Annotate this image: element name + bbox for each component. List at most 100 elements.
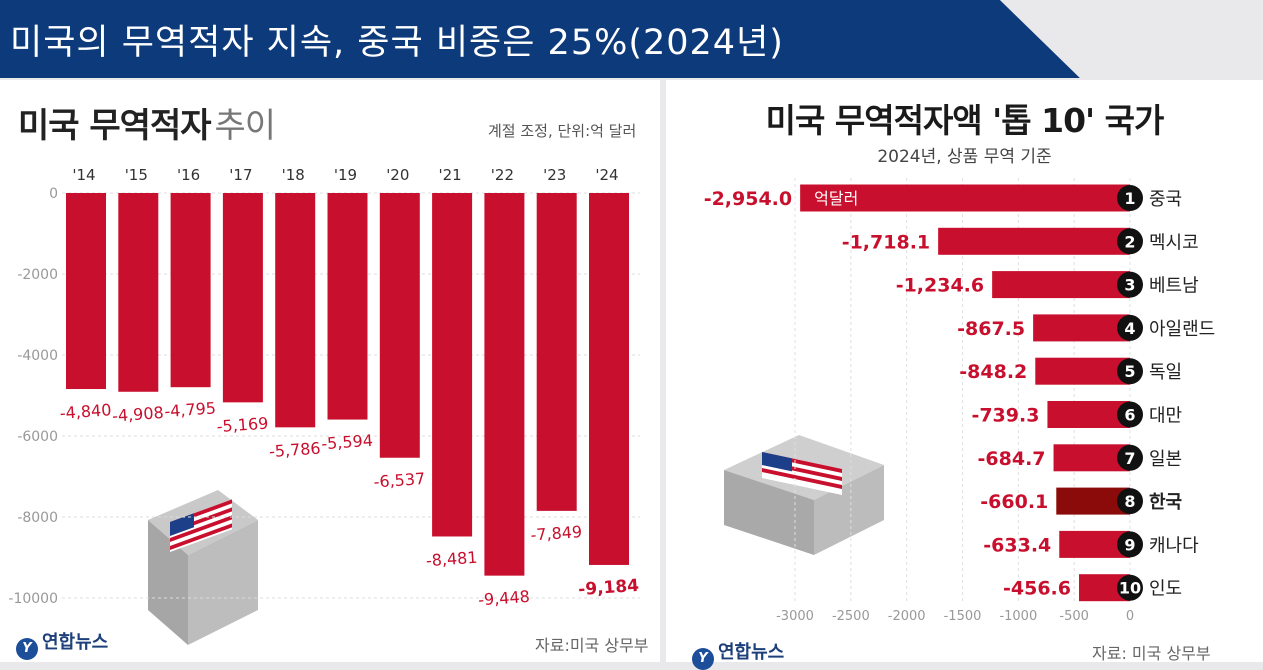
top10-rank-badge <box>1117 228 1143 255</box>
top10-rank-badge <box>1117 314 1143 341</box>
trend-ytick-label: -2000 <box>17 267 58 283</box>
trend-bar <box>170 193 211 388</box>
trend-bar <box>589 193 629 565</box>
top10-value-label: -660.1 <box>980 491 1048 513</box>
trend-xtick-label: '20 <box>386 166 409 184</box>
top10-country-label: 캐나다 <box>1149 535 1199 556</box>
trend-value-label: -9,448 <box>478 587 531 610</box>
trend-xtick-label: '22 <box>491 166 514 184</box>
top10-country-label: 일본 <box>1149 449 1182 470</box>
trend-xtick-label: '15 <box>125 166 148 184</box>
top10-xtick-label: -3000 <box>776 609 814 624</box>
trend-value-label: -8,481 <box>425 548 478 571</box>
trend-value-label: -9,184 <box>578 576 640 600</box>
trend-chart-title-thin: 추이 <box>214 106 277 146</box>
top10-xtick-label: -1500 <box>944 609 982 624</box>
top10-rank-label: 3 <box>1124 276 1135 295</box>
top10-value-label: -633.4 <box>983 534 1051 556</box>
yonhap-logo-text: 연합뉴스 <box>42 632 109 653</box>
top10-chart-panel: 미국 무역적자액 '톱 10' 국가 2024년, 상품 무역 기준 -3000… <box>666 80 1263 670</box>
trend-chart-unit: 계절 조정, 단위:억 달러 <box>488 122 637 140</box>
yonhap-logo-icon: Y <box>692 648 714 670</box>
trend-xtick-label: '19 <box>334 166 357 184</box>
trend-bar <box>118 193 159 392</box>
trend-bar <box>536 193 577 511</box>
top10-country-label: 한국 <box>1149 492 1182 513</box>
trend-chart-title-main: 미국 무역적자 <box>18 106 212 146</box>
top10-value-label: -684.7 <box>978 448 1046 470</box>
trend-xtick-label: '14 <box>72 166 95 184</box>
trend-xtick-label: '17 <box>229 166 252 184</box>
top10-rank-label: 1 <box>1124 189 1135 208</box>
trend-xtick-label: '23 <box>543 166 566 184</box>
trend-xtick-label: '24 <box>595 166 618 184</box>
top10-value-label: -456.6 <box>1003 578 1071 600</box>
trend-ytick-label: 0 <box>49 186 58 202</box>
top10-value-label: -739.3 <box>971 405 1039 427</box>
trend-ytick-label: -4000 <box>17 348 58 364</box>
top10-rank-badge <box>1117 531 1143 558</box>
top10-country-label: 베트남 <box>1149 276 1199 297</box>
trend-chart-source: 자료:미국 상무부 <box>535 636 649 655</box>
top10-value-label: -1,234.6 <box>896 275 984 297</box>
trend-chart-plot: 0 -2000 -4000 -6000 -8000 -10000 '14 -4,840 '15 -… <box>8 166 640 645</box>
yonhap-logo-text-right: 연합뉴스 <box>718 642 785 663</box>
us-flag-container-icon <box>148 490 258 645</box>
banner-shape <box>0 0 1263 78</box>
top10-rank-label: 7 <box>1124 449 1135 468</box>
top10-value-label: -848.2 <box>959 361 1027 383</box>
top10-xtick-label: -1000 <box>999 609 1037 624</box>
trend-value-label: -4,795 <box>164 398 217 421</box>
top10-rank-label: 5 <box>1124 362 1135 381</box>
top10-rank-badge <box>1117 358 1143 385</box>
top10-bar <box>938 227 1130 255</box>
trend-bar <box>275 193 316 428</box>
top10-rank-label: 9 <box>1124 535 1135 554</box>
trend-ytick-label: -8000 <box>17 510 58 526</box>
trend-ytick-label: -10000 <box>8 591 58 607</box>
top10-bar <box>992 271 1130 299</box>
yonhap-logo: Y 연합뉴스 <box>16 628 108 660</box>
trend-bar <box>484 193 525 576</box>
top10-bar <box>800 184 1130 212</box>
trend-bar <box>327 193 368 420</box>
top10-bar <box>1035 357 1130 385</box>
top10-rank-label: 6 <box>1124 406 1135 425</box>
trend-bar <box>432 193 473 537</box>
top10-country-label: 대만 <box>1149 406 1182 427</box>
header-banner: 미국의 무역적자 지속, 중국 비중은 25%(2024년) <box>0 0 1263 78</box>
top10-rank-badge <box>1117 488 1143 515</box>
top10-rank-label: 8 <box>1124 492 1135 511</box>
top10-rank-label: 10 <box>1119 579 1141 598</box>
trend-value-label: -4,840 <box>59 400 112 423</box>
trend-chart-title: 미국 무역적자 추이 <box>18 98 277 147</box>
banner-title: 미국의 무역적자 지속, 중국 비중은 25%(2024년) <box>10 23 784 63</box>
trend-value-label: -5,169 <box>216 414 269 437</box>
top10-rank-label: 2 <box>1124 232 1135 251</box>
trend-bar <box>379 193 420 458</box>
trend-chart-panel: 미국 무역적자 추이 계절 조정, 단위:억 달러 0 -2000 -4000 -600… <box>0 80 660 662</box>
top10-value-label: -2,954.0 <box>704 188 792 210</box>
top10-country-label: 인도 <box>1149 579 1182 600</box>
top10-chart-source: 자료: 미국 상무부 <box>1092 644 1211 663</box>
top10-rank-badge <box>1117 185 1143 211</box>
top10-rank-badge <box>1117 574 1143 601</box>
top10-value-label: -1,718.1 <box>842 231 930 253</box>
top10-country-label: 중국 <box>1149 189 1182 210</box>
top10-country-label: 아일랜드 <box>1149 319 1215 340</box>
top10-xtick-label: -2500 <box>832 609 870 624</box>
top10-unit-label: 억달러 <box>814 189 858 208</box>
top10-rank-badge <box>1117 401 1143 428</box>
top10-chart-plot: -3000 -2500 -2000 -1500 -1000 -500 0 -2,954.0 1 중… <box>704 178 1215 624</box>
trend-xtick-label: '16 <box>177 166 200 184</box>
trend-xtick-label: '18 <box>282 166 305 184</box>
top10-value-label: -867.5 <box>957 318 1025 340</box>
top10-country-label: 독일 <box>1149 362 1182 383</box>
top10-xtick-label: 0 <box>1126 609 1134 624</box>
yonhap-logo-right: Y 연합뉴스 <box>692 638 784 670</box>
top10-chart-title: 미국 무역적자액 '톱 10' 국가 <box>765 101 1165 140</box>
top10-xtick-label: -2000 <box>888 609 926 624</box>
trend-ytick-label: -6000 <box>17 429 58 445</box>
us-flag-container-icon <box>724 435 884 555</box>
trend-value-label: -6,537 <box>373 469 426 492</box>
